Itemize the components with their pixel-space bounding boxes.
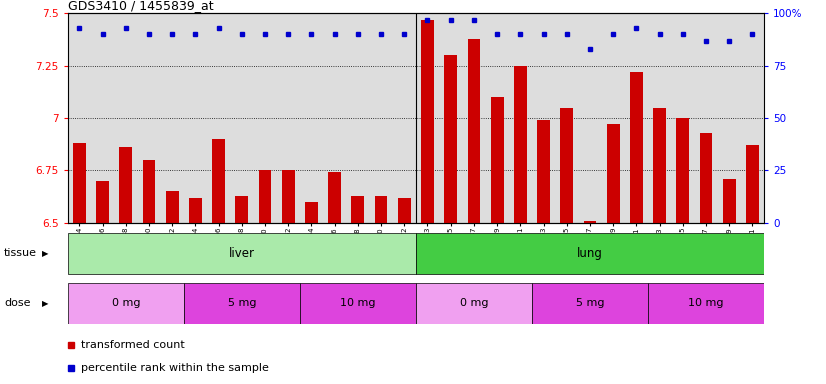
Bar <box>700 133 712 223</box>
Text: dose: dose <box>4 298 31 308</box>
Bar <box>468 38 480 223</box>
Bar <box>398 198 411 223</box>
Text: 5 mg: 5 mg <box>576 298 605 308</box>
Text: lung: lung <box>577 247 603 260</box>
Bar <box>416 283 532 324</box>
Text: 0 mg: 0 mg <box>112 298 140 308</box>
Text: ▶: ▶ <box>42 249 49 258</box>
Bar <box>73 143 86 223</box>
Bar <box>259 170 272 223</box>
Text: GDS3410 / 1455839_at: GDS3410 / 1455839_at <box>68 0 213 12</box>
Text: transformed count: transformed count <box>81 339 184 350</box>
Text: 5 mg: 5 mg <box>227 298 256 308</box>
Text: 10 mg: 10 mg <box>340 298 376 308</box>
Bar <box>282 170 295 223</box>
Text: percentile rank within the sample: percentile rank within the sample <box>81 363 268 373</box>
Bar <box>532 283 648 324</box>
Text: 0 mg: 0 mg <box>459 298 488 308</box>
Bar <box>514 66 527 223</box>
Bar <box>560 108 573 223</box>
Bar <box>120 147 132 223</box>
Bar <box>143 160 155 223</box>
Bar <box>96 181 109 223</box>
Bar <box>375 195 387 223</box>
Bar <box>584 221 596 223</box>
Bar <box>676 118 689 223</box>
Bar <box>648 283 764 324</box>
Bar <box>421 20 434 223</box>
Bar <box>68 233 416 274</box>
Bar <box>352 195 364 223</box>
Bar <box>607 124 620 223</box>
Text: tissue: tissue <box>4 248 37 258</box>
Bar <box>444 55 457 223</box>
Bar <box>68 283 184 324</box>
Bar <box>212 139 225 223</box>
Bar <box>630 72 643 223</box>
Bar <box>653 108 666 223</box>
Bar <box>723 179 736 223</box>
Bar <box>305 202 318 223</box>
Bar <box>166 191 178 223</box>
Text: liver: liver <box>229 247 254 260</box>
Bar <box>491 97 504 223</box>
Text: ▶: ▶ <box>42 299 49 308</box>
Bar <box>328 172 341 223</box>
Text: 10 mg: 10 mg <box>688 298 724 308</box>
Bar <box>189 198 202 223</box>
Bar <box>537 120 550 223</box>
Bar <box>746 145 759 223</box>
Bar <box>235 195 248 223</box>
Bar <box>416 233 764 274</box>
Bar <box>300 283 416 324</box>
Bar <box>184 283 300 324</box>
